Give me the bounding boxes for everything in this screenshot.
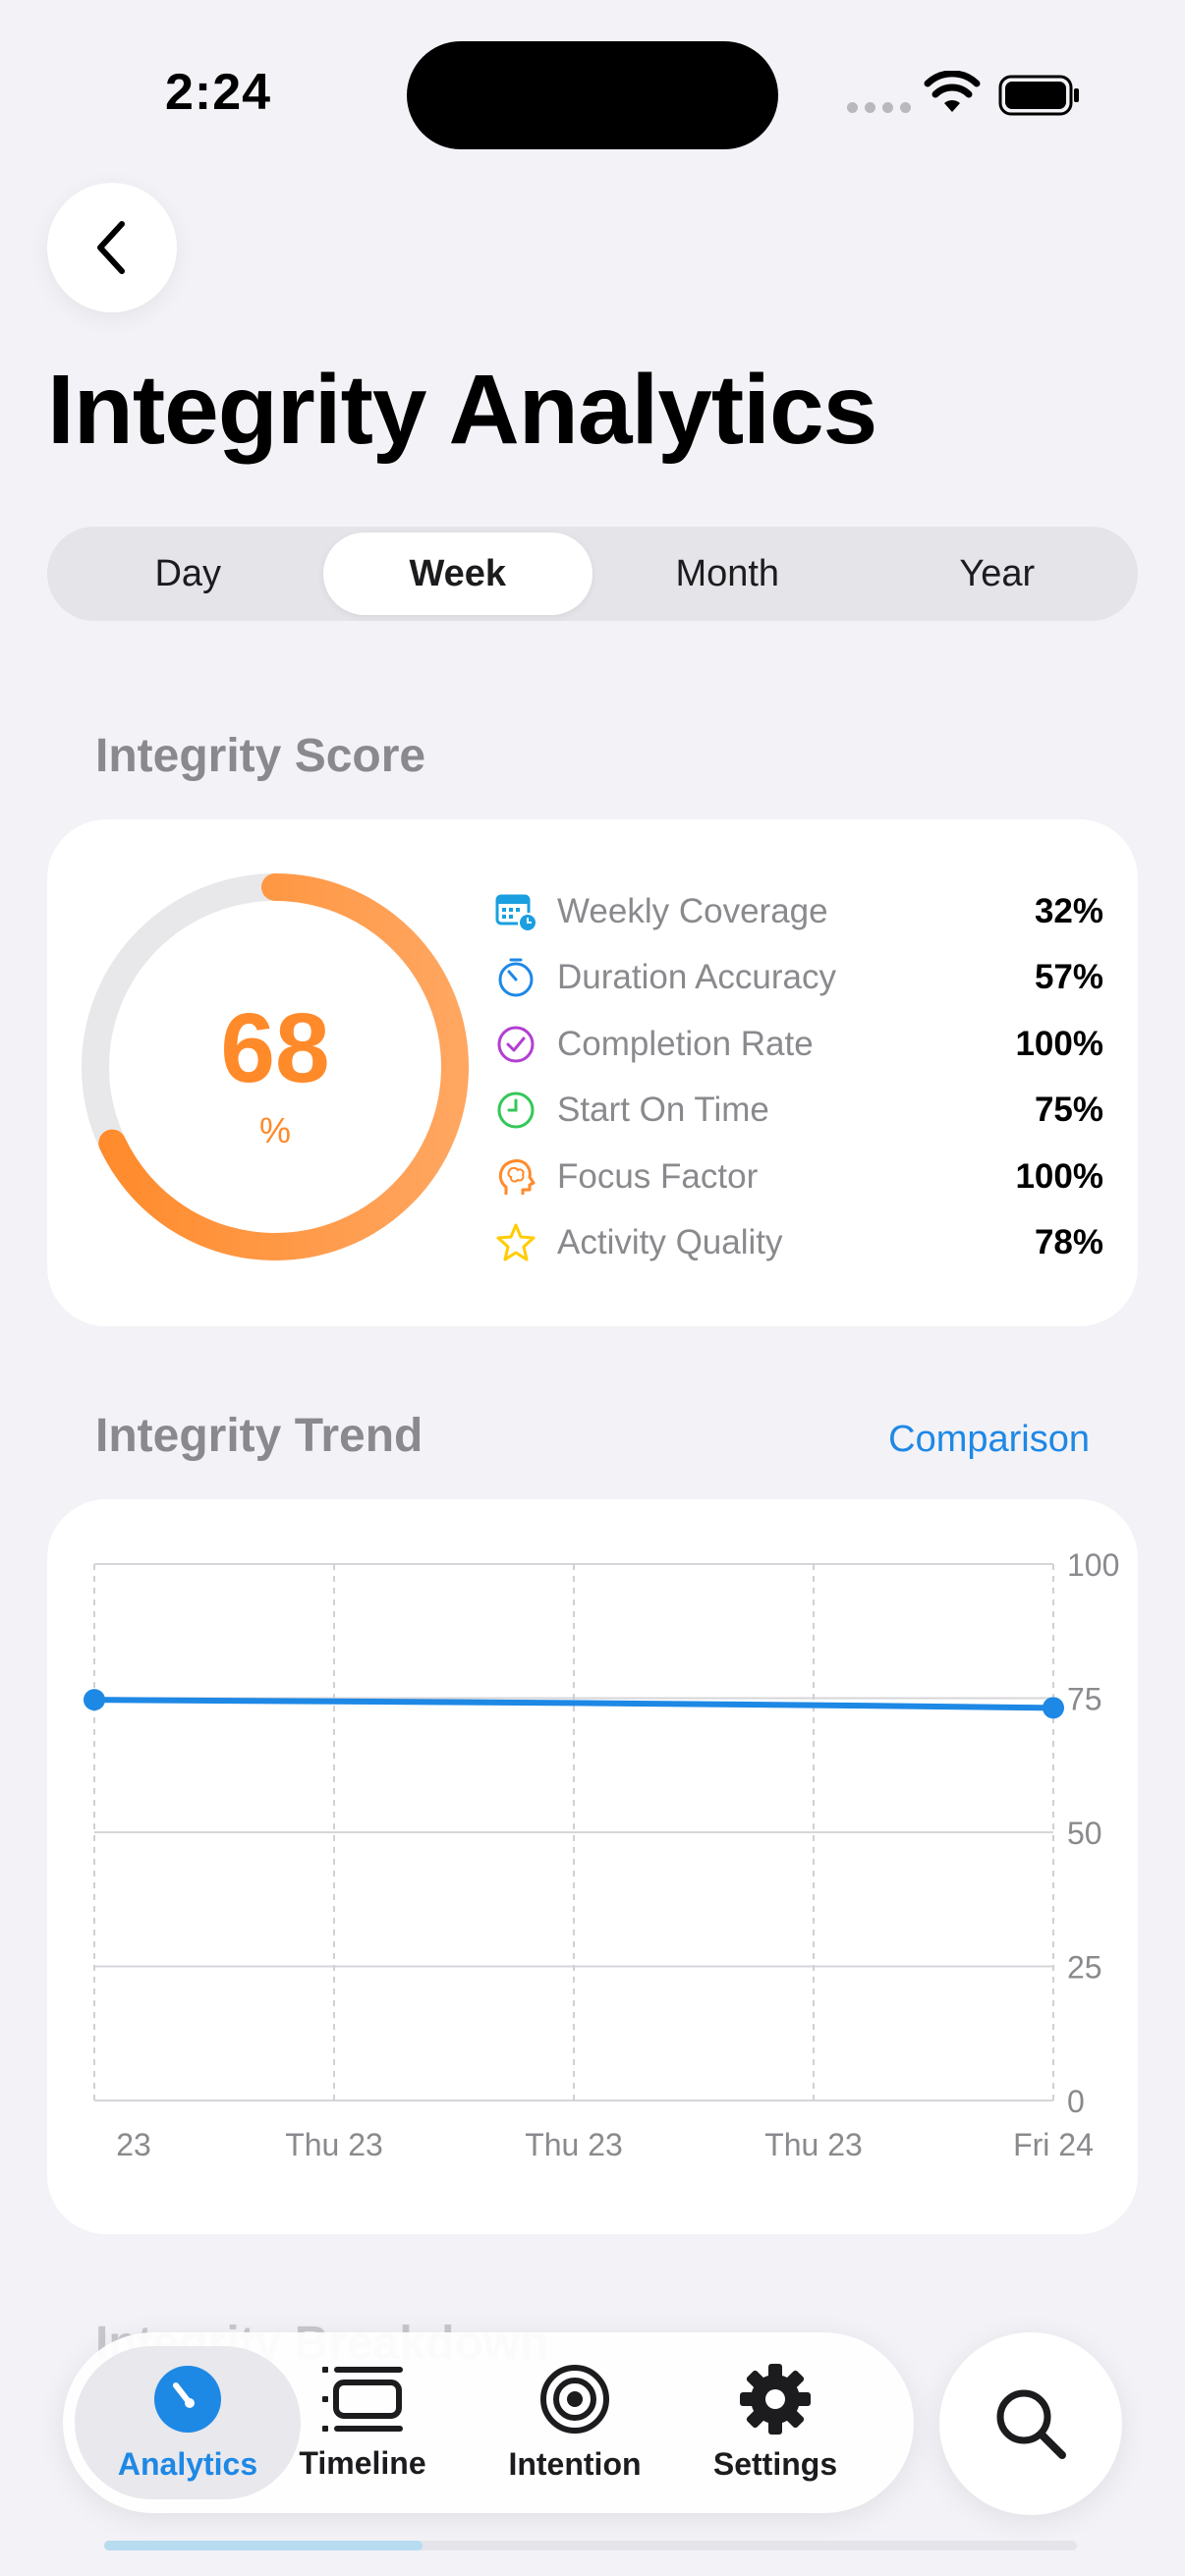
- search-button[interactable]: [939, 2332, 1122, 2515]
- x-tick-label: 23: [116, 2127, 151, 2162]
- page-title: Integrity Analytics: [47, 355, 877, 465]
- y-tick-label: 100: [1067, 1547, 1119, 1583]
- segment-week[interactable]: Week: [322, 532, 592, 615]
- x-tick-label: Fri 24: [1013, 2127, 1094, 2162]
- metric-label: Completion Rate: [557, 1024, 814, 1063]
- star-icon: [494, 1221, 537, 1264]
- trend-chart: 100 75 50 25 0 23 Thu 23 Thu 23 Thu 23 Fri 24: [84, 1547, 1119, 2162]
- gear-icon: [740, 2363, 811, 2435]
- x-tick-label: Thu 23: [525, 2127, 623, 2162]
- battery-icon: [998, 75, 1079, 116]
- metric-duration-accuracy: Duration Accuracy 57%: [494, 945, 1103, 1012]
- trend-point: [1043, 1697, 1064, 1719]
- segment-day[interactable]: Day: [154, 552, 222, 594]
- check-circle-icon: [494, 1023, 537, 1066]
- target-icon: [540, 2364, 609, 2434]
- gauge-icon: [154, 2365, 221, 2433]
- metric-label: Activity Quality: [557, 1223, 783, 1262]
- dynamic-island: [407, 41, 778, 149]
- metrics-list: Weekly Coverage 32% Duration Accuracy 57…: [494, 878, 1103, 1276]
- metric-value: 100%: [1015, 1156, 1103, 1196]
- metric-focus-factor: Focus Factor 100%: [494, 1144, 1103, 1210]
- x-tick-label: Thu 23: [764, 2127, 863, 2162]
- tab-bar: Analytics Timeline Intention: [63, 2332, 914, 2513]
- score-unit: %: [258, 1110, 291, 1150]
- metric-value: 75%: [1034, 1091, 1103, 1130]
- metric-label: Duration Accuracy: [557, 958, 837, 997]
- metric-label: Focus Factor: [557, 1156, 759, 1196]
- tab-timeline[interactable]: Timeline: [279, 2346, 446, 2499]
- tab-label: Settings: [712, 2445, 838, 2482]
- x-tick-label: Thu 23: [285, 2127, 383, 2162]
- metric-label: Start On Time: [557, 1091, 769, 1130]
- period-segmented-control: Day Week Month Year: [47, 527, 1138, 621]
- score-value: 68: [220, 993, 330, 1103]
- metric-value: 100%: [1015, 1024, 1103, 1063]
- tab-intention[interactable]: Intention: [491, 2346, 658, 2499]
- tab-label: Timeline: [299, 2444, 426, 2481]
- wifi-icon: [924, 71, 981, 112]
- score-ring: [82, 873, 469, 1260]
- chevron-left-icon: [97, 221, 125, 274]
- metric-value: 32%: [1034, 891, 1103, 930]
- segment-month[interactable]: Month: [675, 552, 780, 594]
- comparison-link[interactable]: Comparison: [888, 1419, 1090, 1460]
- y-tick-label: 0: [1067, 2084, 1085, 2119]
- metric-weekly-coverage: Weekly Coverage 32%: [494, 878, 1103, 945]
- metric-value: 78%: [1034, 1223, 1103, 1262]
- clock-icon: [494, 1089, 537, 1132]
- tab-label: Intention: [508, 2445, 642, 2482]
- timeline-icon: [322, 2366, 403, 2432]
- brain-head-icon: [494, 1155, 537, 1199]
- metric-value: 57%: [1034, 958, 1103, 997]
- integrity-trend-card: 100 75 50 25 0 23 Thu 23 Thu 23 Thu 23 Fri 24: [47, 1499, 1138, 2234]
- scroll-indicator: [104, 2541, 423, 2550]
- y-tick-label: 75: [1067, 1682, 1102, 1717]
- trend-line: [91, 1697, 1056, 1711]
- tab-settings[interactable]: Settings: [692, 2346, 859, 2499]
- integrity-score-title: Integrity Score: [95, 730, 426, 782]
- integrity-trend-title: Integrity Trend: [95, 1410, 423, 1462]
- search-icon: [996, 2389, 1066, 2459]
- y-tick-label: 25: [1067, 1950, 1102, 1986]
- integrity-score-card: 68 % Weekly Coverage 32%: [47, 819, 1138, 1326]
- status-time: 2:24: [165, 64, 272, 121]
- metric-label: Weekly Coverage: [557, 891, 828, 930]
- trend-point: [84, 1689, 105, 1711]
- timer-icon: [494, 956, 537, 999]
- back-button[interactable]: [47, 183, 177, 312]
- segment-year[interactable]: Year: [959, 552, 1036, 594]
- tab-label: Analytics: [117, 2445, 258, 2482]
- metric-activity-quality: Activity Quality 78%: [494, 1210, 1103, 1277]
- tab-analytics[interactable]: Analytics: [75, 2346, 301, 2499]
- scroll-track: [104, 2541, 1077, 2550]
- cellular-signal-icon: [847, 102, 911, 113]
- y-tick-label: 50: [1067, 1816, 1102, 1851]
- metric-start-on-time: Start On Time 75%: [494, 1078, 1103, 1145]
- metric-completion-rate: Completion Rate 100%: [494, 1011, 1103, 1078]
- calendar-clock-icon: [494, 890, 537, 933]
